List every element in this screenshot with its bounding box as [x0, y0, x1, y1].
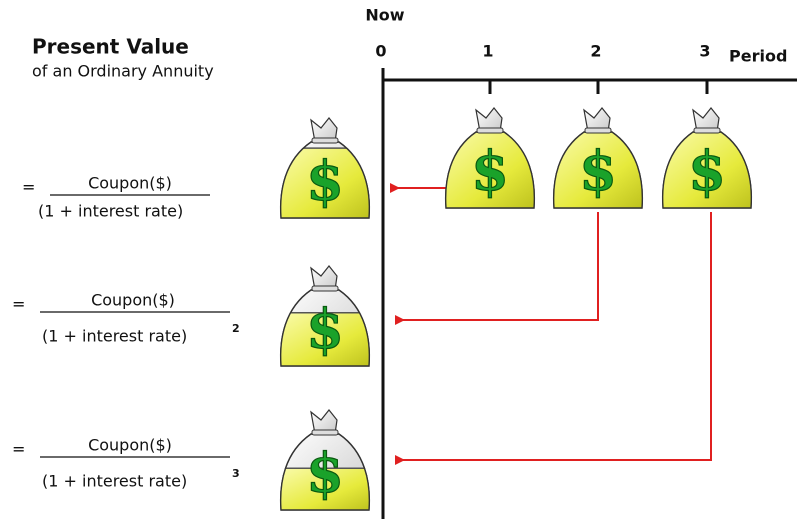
subtitle: of an Ordinary Annuity: [32, 62, 214, 81]
exponent: 3: [232, 467, 240, 480]
period-tick-label: 0: [375, 42, 386, 61]
equals-sign: =: [12, 440, 25, 459]
bag-tie: [477, 128, 503, 133]
bag-symbol: $: [306, 297, 344, 361]
money-bag: $: [548, 108, 648, 210]
arrow: [403, 212, 598, 320]
denominator: (1 + interest rate): [42, 327, 187, 346]
period-tick-label: 3: [699, 42, 710, 61]
title: Present Value: [32, 35, 189, 59]
diagram: Present Value of an Ordinary Annuity Now…: [0, 0, 797, 519]
bag-tie: [312, 430, 338, 435]
bag-tie: [694, 128, 720, 133]
arrows: [398, 188, 711, 460]
arrow: [403, 212, 711, 460]
bag-symbol: $: [688, 139, 726, 203]
bag-symbol: $: [471, 139, 509, 203]
money-bag: $: [275, 118, 375, 220]
period-label: Period: [729, 47, 787, 66]
money-bag: $: [440, 108, 540, 210]
bag-tie: [312, 138, 338, 143]
denominator: (1 + interest rate): [42, 472, 187, 491]
period-tick-label: 1: [482, 42, 493, 61]
page: Present Value of an Ordinary Annuity Now…: [0, 0, 797, 519]
bag-symbol: $: [579, 139, 617, 203]
numerator: Coupon($): [88, 436, 172, 455]
bag-tie: [585, 128, 611, 133]
bag-tie: [312, 286, 338, 291]
money-bag: $: [275, 410, 375, 512]
numerator: Coupon($): [88, 174, 172, 193]
bag-symbol: $: [306, 149, 344, 213]
period-tick-label: 2: [590, 42, 601, 61]
denominator: (1 + interest rate): [38, 202, 183, 221]
bag-symbol: $: [306, 441, 344, 505]
equals-sign: =: [22, 178, 35, 197]
numerator: Coupon($): [91, 291, 175, 310]
equals-sign: =: [12, 295, 25, 314]
money-bag: $: [275, 266, 375, 368]
exponent: 2: [232, 322, 240, 335]
now-label: Now: [365, 6, 404, 25]
money-bag: $: [657, 108, 757, 210]
